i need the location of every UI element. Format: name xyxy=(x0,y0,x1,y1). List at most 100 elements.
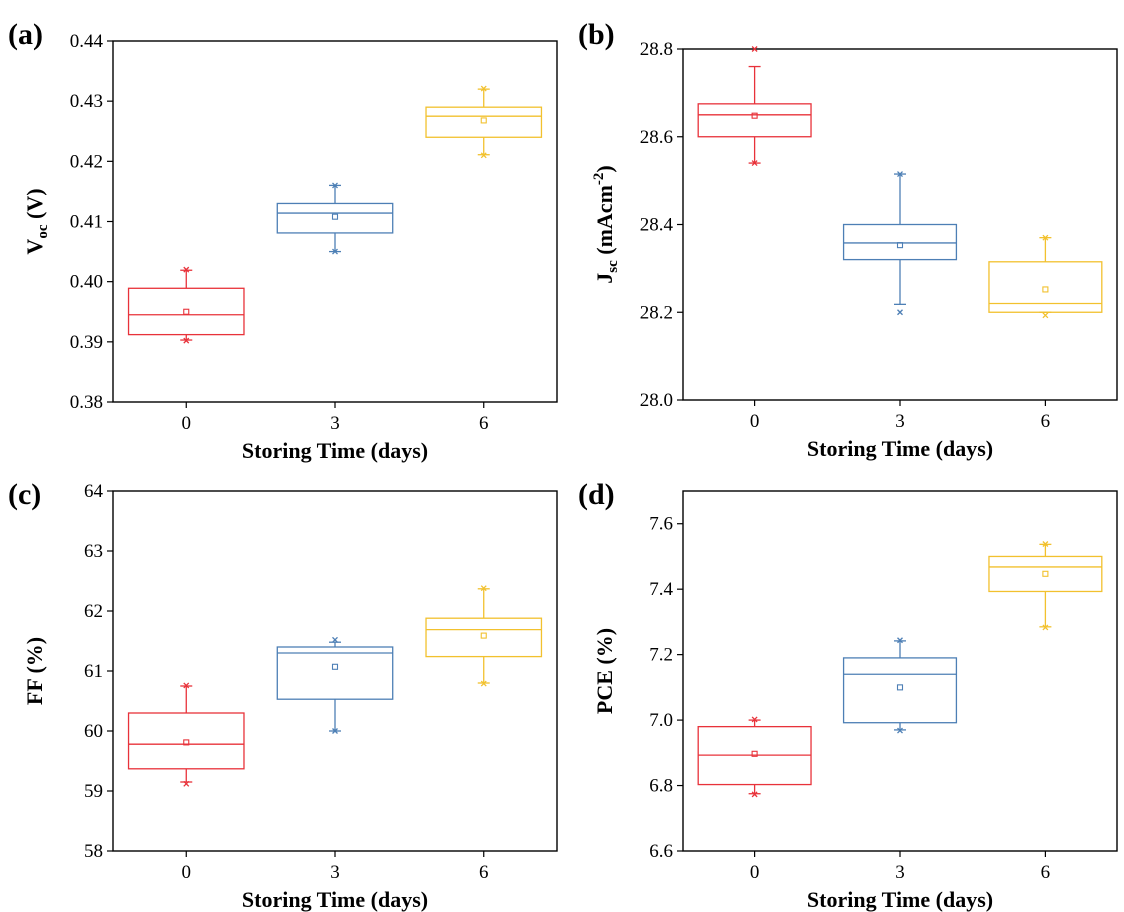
y-axis-label: FF (%) xyxy=(22,637,47,705)
box-3 xyxy=(276,182,394,255)
max-marker xyxy=(480,585,487,592)
box-6 xyxy=(988,234,1103,319)
y-tick-label: 61 xyxy=(84,661,103,682)
max-marker xyxy=(332,182,338,189)
box-iqr xyxy=(697,103,812,138)
x-tick-label: 0 xyxy=(182,413,192,434)
x-tick-label: 0 xyxy=(750,411,760,432)
y-axis-label: PCE (%) xyxy=(592,628,617,714)
panel-label: (d) xyxy=(578,478,615,511)
panel-label: (a) xyxy=(8,18,43,51)
panel-d: 6.6 6.8 7.0 7.2 7.4 7.6 0 3 6 Storing Time (days)… xyxy=(578,478,1118,912)
min-marker xyxy=(751,791,758,798)
min-marker xyxy=(332,728,338,734)
box-6 xyxy=(988,541,1103,631)
x-axis-label: Storing Time (days) xyxy=(807,887,993,912)
x-tick-label: 0 xyxy=(182,862,192,883)
mean-marker xyxy=(1042,286,1049,293)
min-marker xyxy=(1042,312,1049,319)
mean-marker xyxy=(183,308,190,315)
x-tick-label: 3 xyxy=(895,411,905,432)
y-tick-label: 6.8 xyxy=(649,776,673,797)
mean-marker xyxy=(751,112,758,119)
max-marker xyxy=(1042,234,1049,241)
min-marker xyxy=(332,248,338,255)
mean-marker xyxy=(896,242,904,249)
mean-marker xyxy=(480,632,487,639)
mean-marker xyxy=(331,663,339,670)
y-tick-label: 63 xyxy=(84,541,103,562)
y-tick-label: 60 xyxy=(84,721,103,742)
box-6 xyxy=(425,585,543,687)
y-tick-label: 0.44 xyxy=(70,31,104,52)
mean-marker xyxy=(896,684,904,691)
min-marker xyxy=(1042,624,1049,631)
box-iqr xyxy=(127,712,245,770)
y-tick-label: 0.43 xyxy=(70,91,103,112)
x-tick-label: 6 xyxy=(479,862,489,883)
y-tick-label: 58 xyxy=(84,841,103,862)
mean-marker xyxy=(1042,570,1049,577)
y-tick-label: 64 xyxy=(84,481,104,502)
box-iqr xyxy=(276,646,394,700)
max-marker xyxy=(751,46,758,52)
mean-marker xyxy=(751,750,758,757)
x-axis-label: Storing Time (days) xyxy=(807,436,993,461)
max-marker xyxy=(332,636,338,643)
panel-label: (c) xyxy=(8,478,41,511)
y-tick-label: 7.6 xyxy=(649,514,673,535)
panel-b: 28.0 28.2 28.4 28.6 28.8 0 3 6 Storing Time (day… xyxy=(578,18,1118,461)
max-marker xyxy=(183,682,190,689)
y-tick-label: 6.6 xyxy=(649,841,673,862)
y-tick-label: 0.40 xyxy=(70,272,103,293)
panel-a: 0.38 0.39 0.40 0.41 0.42 0.43 0.44 0 3 6 Storing T… xyxy=(8,18,558,463)
x-tick-label: 0 xyxy=(750,862,760,883)
max-marker xyxy=(1042,541,1049,547)
max-marker xyxy=(897,171,903,178)
y-tick-label: 0.42 xyxy=(70,151,103,172)
box-3 xyxy=(842,637,958,734)
x-tick-label: 3 xyxy=(330,862,340,883)
y-tick-label: 28.4 xyxy=(640,215,674,236)
x-tick-label: 6 xyxy=(1041,862,1051,883)
max-marker xyxy=(897,637,903,644)
y-axis-label: Jsc (mAcm-2) xyxy=(591,165,621,283)
box-0 xyxy=(697,46,812,167)
y-tick-label: 59 xyxy=(84,781,103,802)
y-tick-label: 0.41 xyxy=(70,212,103,233)
box-3 xyxy=(842,171,958,316)
y-tick-label: 62 xyxy=(84,601,103,622)
plot-frame xyxy=(682,490,1118,852)
box-iqr xyxy=(127,287,245,336)
box-iqr xyxy=(842,223,958,261)
plot-frame xyxy=(112,40,558,403)
x-tick-label: 6 xyxy=(1041,411,1051,432)
y-tick-label: 7.2 xyxy=(649,645,673,666)
min-marker xyxy=(183,337,190,344)
box-0 xyxy=(127,682,245,787)
x-axis-label: Storing Time (days) xyxy=(242,887,428,912)
box-6 xyxy=(425,85,543,159)
box-3 xyxy=(276,636,394,734)
box-iqr xyxy=(988,261,1103,313)
x-tick-label: 3 xyxy=(330,413,340,434)
x-tick-label: 6 xyxy=(479,413,489,434)
max-marker xyxy=(183,266,190,273)
panel-label: (b) xyxy=(578,18,615,51)
min-marker xyxy=(897,727,903,734)
panel-c: 58 59 60 61 62 63 64 0 3 6 Storing Time (days) FF (… xyxy=(8,478,558,912)
y-tick-label: 0.38 xyxy=(70,392,103,413)
box-iqr xyxy=(988,555,1103,593)
min-marker xyxy=(183,780,190,787)
min-marker xyxy=(480,680,487,687)
box-iqr xyxy=(276,202,394,234)
max-marker xyxy=(751,716,758,723)
mean-marker xyxy=(331,213,339,220)
box-0 xyxy=(697,716,812,798)
y-tick-label: 28.0 xyxy=(640,390,673,411)
min-marker xyxy=(897,309,903,316)
y-tick-label: 7.0 xyxy=(649,710,673,731)
x-axis-label: Storing Time (days) xyxy=(242,438,428,463)
box-iqr xyxy=(842,657,958,724)
y-axis-label: Voc (V) xyxy=(22,188,51,254)
